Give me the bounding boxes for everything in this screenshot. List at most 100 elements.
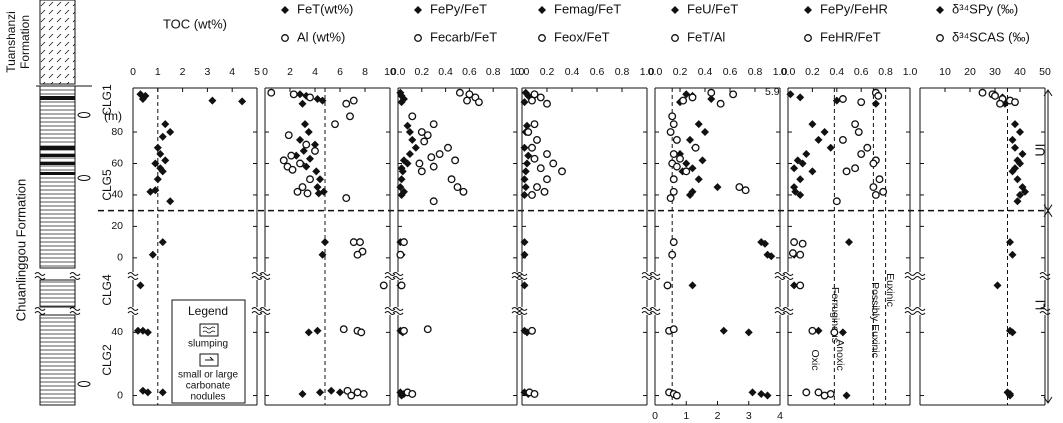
x-tick-label: 0.0: [648, 66, 663, 78]
x-tick-label: 30: [989, 66, 1001, 78]
point: [682, 159, 691, 168]
point: [463, 96, 471, 105]
point: [520, 175, 529, 184]
x-tick-label: 2: [287, 66, 293, 78]
point: [694, 175, 703, 184]
point: [767, 252, 776, 261]
point: [408, 135, 417, 144]
point: [796, 281, 805, 290]
legend-marker: [281, 34, 289, 42]
point: [991, 91, 999, 100]
x-tick-label: 0.4: [438, 66, 453, 78]
point: [790, 164, 799, 173]
axis-break: [649, 307, 786, 315]
point: [459, 187, 468, 196]
point: [158, 132, 167, 141]
point: [686, 135, 694, 144]
annotation: 5.9: [765, 86, 780, 98]
point: [1013, 175, 1022, 184]
point: [166, 197, 175, 206]
point: [306, 154, 314, 163]
point: [1006, 238, 1014, 247]
point: [521, 183, 530, 192]
point: [549, 159, 558, 168]
legend-label: Feox/FeT: [554, 29, 610, 44]
annotation: Ferruginous: [829, 287, 841, 343]
axis-break: [649, 272, 786, 280]
x-tick-label: 0.2: [414, 66, 429, 78]
point: [417, 167, 426, 176]
axis-break: [516, 307, 653, 315]
point: [672, 391, 681, 400]
point: [166, 128, 175, 137]
point: [349, 96, 358, 105]
point: [415, 159, 424, 168]
x-tick-label: 6: [337, 66, 343, 78]
point: [396, 250, 405, 259]
point: [429, 197, 438, 206]
axis-break: [392, 272, 523, 280]
panel: 0.0 0.2 0.4 0.6 0.8 1.0 FePy/FeT Fecarb/FeT: [391, 1, 524, 406]
point: [143, 388, 152, 397]
point: [342, 194, 351, 203]
legend-marker: [538, 6, 546, 14]
point: [342, 99, 351, 108]
point: [301, 120, 309, 129]
legend-item: nodules: [190, 392, 225, 403]
point: [1008, 250, 1017, 259]
point: [444, 143, 452, 152]
legend-title: Legend: [188, 304, 228, 318]
point: [133, 326, 142, 335]
point: [521, 167, 530, 176]
point: [543, 150, 551, 159]
member-label: CLG1: [100, 84, 114, 116]
legend-label: Fecarb/FeT: [430, 29, 497, 44]
point: [318, 250, 327, 259]
point: [403, 159, 412, 168]
point: [289, 90, 298, 99]
legend-label: FePy/FeHR: [820, 1, 888, 16]
point: [313, 326, 322, 335]
point: [314, 189, 323, 198]
point: [298, 99, 307, 108]
point: [161, 120, 170, 129]
x-tick-label: 0.6: [723, 66, 738, 78]
dark-band: [40, 154, 75, 157]
point: [682, 167, 691, 176]
lithology-clg2: [39, 314, 76, 406]
point: [857, 98, 866, 107]
point: [429, 162, 438, 171]
point: [148, 250, 157, 259]
x-tick-label: 0.4: [829, 66, 844, 78]
nodule: [77, 112, 91, 118]
point: [296, 159, 304, 168]
formation-label: Formation: [18, 15, 32, 69]
point: [668, 112, 677, 121]
point: [763, 250, 772, 259]
point: [802, 388, 811, 397]
point: [520, 238, 529, 247]
x-tick-label: 2: [180, 66, 186, 78]
point: [397, 175, 406, 184]
point: [321, 238, 329, 247]
point: [530, 120, 539, 129]
point: [978, 88, 987, 97]
point: [530, 90, 539, 99]
point: [304, 128, 313, 137]
x-tick-label: 0.2: [673, 66, 688, 78]
panel: 0.0 0.2 0.4 0.6 0.8 1.0 Ferruginous Possibly Eu…: [781, 1, 917, 406]
point: [423, 131, 432, 140]
legend-marker: [936, 6, 944, 14]
point: [530, 389, 539, 398]
point: [331, 120, 339, 129]
lithology-clg4: [39, 279, 76, 308]
point: [429, 120, 438, 129]
point: [1011, 98, 1019, 107]
x-tick-label: 0: [262, 66, 268, 78]
point: [1008, 328, 1017, 337]
x2-tick-label: 2: [715, 410, 721, 422]
x-tick-label: 0.6: [462, 66, 477, 78]
point: [798, 239, 807, 248]
point: [688, 281, 697, 290]
y-tick-label: 80: [111, 126, 123, 138]
